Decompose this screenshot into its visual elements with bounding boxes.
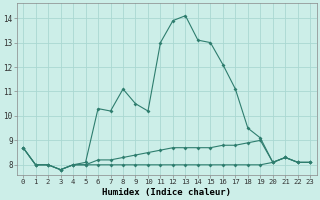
X-axis label: Humidex (Indice chaleur): Humidex (Indice chaleur) (102, 188, 231, 197)
